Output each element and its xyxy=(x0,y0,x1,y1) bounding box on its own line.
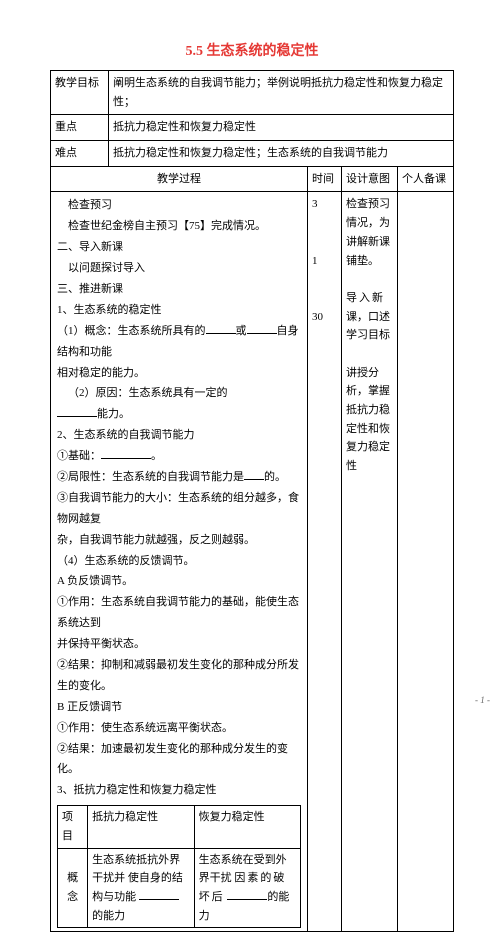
header-note: 个人备课 xyxy=(398,166,454,192)
inner-h2: 抵抗力稳定性 xyxy=(88,806,194,848)
line-9b: 能力。 xyxy=(97,408,130,420)
content-key: 抵抗力稳定性和恢复力稳定性 xyxy=(109,115,454,141)
intent-3: 讲授分析，掌握抵抗力稳定性和恢复力稳定性 xyxy=(346,367,390,472)
intent-2c: 学习目标 xyxy=(346,329,390,341)
label-goal: 教学目标 xyxy=(51,71,109,115)
inner-r1: 概念 xyxy=(58,848,88,928)
line-22: ②结果：加速最初发生变化的那种成分发生的变化。 xyxy=(57,743,288,776)
line-11: ①基础： xyxy=(57,450,101,462)
header-time: 时间 xyxy=(308,166,342,192)
header-process: 教学过程 xyxy=(51,166,308,192)
header-intent: 设计意图 xyxy=(342,166,398,192)
inner-table: 项目 抵抗力稳定性 恢复力稳定性 概念 生态系统抵抗外界干扰并 使自身的结构与功… xyxy=(57,805,301,928)
line-12b: 的。 xyxy=(264,471,286,483)
page-number: - 1 - xyxy=(475,695,490,705)
line-21: ①作用：使生态系统远离平衡状态。 xyxy=(57,722,233,734)
time-column: 3 1 30 xyxy=(308,192,342,932)
line-6: 1、生态系统的稳定性 xyxy=(57,304,162,316)
main-table: 教学目标 阐明生态系统的自我调节能力；举例说明抵抗力稳定性和恢复力稳定性； 重点… xyxy=(50,70,454,932)
line-3: 二、导入新课 xyxy=(57,241,123,253)
time-2: 1 xyxy=(312,255,318,267)
line-2: 检查世纪金榜自主预习【75】完成情况。 xyxy=(57,216,301,237)
line-7a: （1）概念：生态系统所具有的 xyxy=(57,325,206,337)
line-18: 并保持平衡状态。 xyxy=(57,638,145,650)
inner-h1: 项目 xyxy=(58,806,88,848)
line-14: 杂，自我调节能力就越强，反之则越弱。 xyxy=(57,534,255,546)
time-3: 30 xyxy=(312,311,323,323)
intent-2a: 导入新 xyxy=(346,292,385,304)
line-12a: ②局限性：生态系统的自我调节能力是 xyxy=(57,471,244,483)
label-difficulty: 难点 xyxy=(51,141,109,167)
content-goal: 阐明生态系统的自我调节能力；举例说明抵抗力稳定性和恢复力稳定性； xyxy=(109,71,454,115)
inner-h3: 恢复力稳定性 xyxy=(194,806,300,848)
intent-1: 检查预习情况，为讲解新课铺垫。 xyxy=(346,198,390,266)
page-title: 5.5 生态系统的稳定性 xyxy=(50,40,454,60)
line-9a: （2）原因：生态系统具有一定的 xyxy=(57,383,301,404)
line-16: A 负反馈调节。 xyxy=(57,575,133,587)
line-19: ②结果：抑制和减弱最初发生变化的那种成分所发生的变化。 xyxy=(57,659,299,692)
line-10: 2、生态系统的自我调节能力 xyxy=(57,429,195,441)
line-11b: 。 xyxy=(151,450,162,462)
line-1: 检查预习 xyxy=(57,195,301,216)
process-content: 检查预习 检查世纪金榜自主预习【75】完成情况。 二、导入新课 以问题探讨导入 … xyxy=(51,192,308,932)
intent-2b: 课，口述 xyxy=(346,311,390,323)
line-23: 3、抵抗力稳定性和恢复力稳定性 xyxy=(57,784,217,796)
line-8: 相对稳定的能力。 xyxy=(57,367,145,379)
intent-column: 检查预习情况，为讲解新课铺垫。 导入新 课，口述 学习目标 讲授分析，掌握抵抗力… xyxy=(342,192,398,932)
line-15: （4）生态系统的反馈调节。 xyxy=(57,555,195,567)
line-5: 三、推进新课 xyxy=(57,283,123,295)
note-column xyxy=(398,192,454,932)
line-20: B 正反馈调节 xyxy=(57,701,122,713)
inner-c2: 生态系统抵抗外界干扰并 使自身的结构与功能 的能力 xyxy=(88,848,194,928)
line-7b: 或 xyxy=(236,325,247,337)
time-1: 3 xyxy=(312,198,318,210)
inner-c3: 生态系统在受到外界干扰 因素的破坏后 的能力 xyxy=(194,848,300,928)
line-17: ①作用：生态系统自我调节能力的基础，能使生态系统达到 xyxy=(57,596,299,629)
content-difficulty: 抵抗力稳定性和恢复力稳定性；生态系统的自我调节能力 xyxy=(109,141,454,167)
line-4: 以问题探讨导入 xyxy=(57,258,301,279)
line-13: ③自我调节能力的大小：生态系统的组分越多，食物网越复 xyxy=(57,492,299,525)
inner-r2c: 的能力 xyxy=(92,910,125,922)
label-key: 重点 xyxy=(51,115,109,141)
